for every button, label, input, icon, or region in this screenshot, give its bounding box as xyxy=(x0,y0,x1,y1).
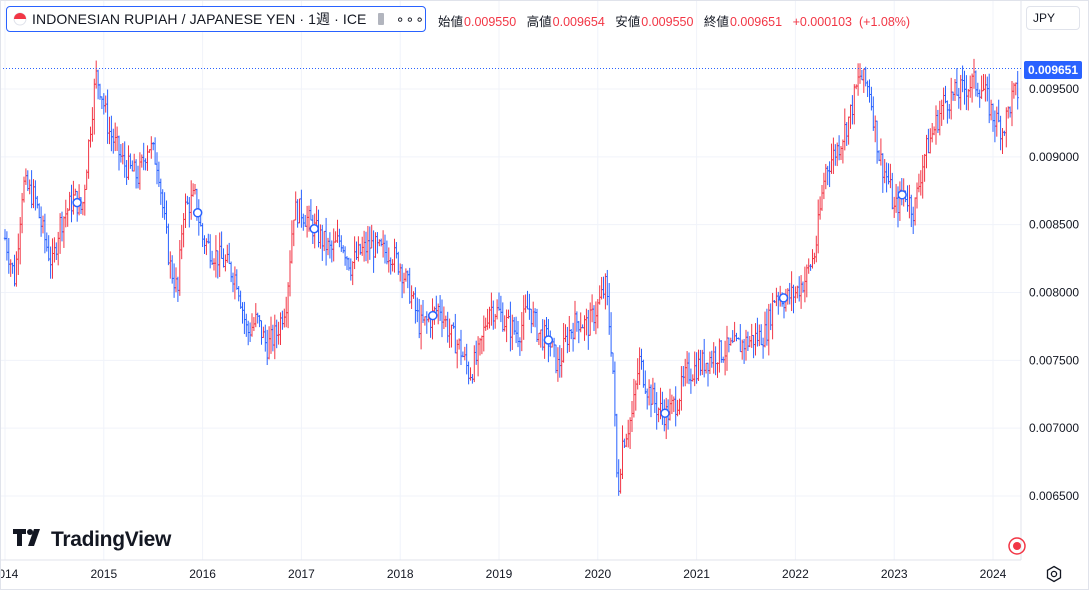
ohlc-bars xyxy=(3,58,1019,496)
x-tick-label: 2014 xyxy=(0,567,19,581)
settings-gear-icon[interactable] xyxy=(1045,565,1063,583)
event-marker xyxy=(428,310,438,321)
currency-selector[interactable]: JPY xyxy=(1026,6,1080,30)
separator-dot: · xyxy=(334,11,339,27)
x-tick-label: 2016 xyxy=(189,567,216,581)
symbol-name: INDONESIAN RUPIAH / JAPANESE YEN xyxy=(32,11,296,27)
open-label: 始値 xyxy=(438,15,464,29)
event-marker xyxy=(309,223,319,234)
open-value: 0.009550 xyxy=(464,15,517,29)
tradingview-logo-icon xyxy=(13,527,45,552)
y-tick-label: 0.009000 xyxy=(1029,150,1079,164)
event-marker xyxy=(778,293,789,303)
x-tick-label: 2020 xyxy=(584,567,611,581)
change-percent: (+1.08%) xyxy=(859,15,911,29)
x-tick-label: 2018 xyxy=(387,567,414,581)
change-value: +0.000103 xyxy=(792,15,852,29)
last-price-label: 0.009651 xyxy=(1024,61,1082,79)
y-tick-label: 0.006500 xyxy=(1029,489,1079,503)
ohlc-legend: 始値0.009550 高値0.009654 安値0.009550 終値0.009… xyxy=(438,11,917,30)
y-tick-label: 0.008000 xyxy=(1029,286,1079,300)
exchange-label: ICE xyxy=(342,11,367,27)
high-value: 0.009654 xyxy=(552,15,605,29)
market-status-icon xyxy=(378,13,384,25)
y-tick-label: 0.009500 xyxy=(1029,82,1079,96)
indonesia-flag-icon xyxy=(12,10,28,28)
logo-text: TradingView xyxy=(51,527,172,551)
event-marker xyxy=(72,197,82,208)
alert-marker-icon[interactable] xyxy=(1008,537,1026,555)
tradingview-logo[interactable]: TradingView xyxy=(13,527,171,552)
symbol-search-box[interactable]: INDONESIAN RUPIAH / JAPANESE YEN · 1週 · ICE … xyxy=(6,6,426,32)
x-tick-label: 2017 xyxy=(288,567,315,581)
x-tick-label: 2024 xyxy=(980,567,1007,581)
x-tick-label: 2022 xyxy=(782,567,809,581)
separator-dot: · xyxy=(299,11,305,27)
close-value: 0.009651 xyxy=(729,15,783,29)
x-tick-label: 2023 xyxy=(881,567,908,581)
y-tick-label: 0.008500 xyxy=(1029,218,1079,232)
high-label: 高値 xyxy=(526,15,552,29)
event-marker xyxy=(192,208,203,218)
y-tick-label: 0.007500 xyxy=(1029,353,1079,367)
x-tick-label: 2019 xyxy=(486,567,513,581)
more-options-button[interactable]: ∘∘∘ xyxy=(395,10,425,27)
event-marker xyxy=(543,335,554,345)
x-tick-label: 2015 xyxy=(90,567,117,581)
event-marker xyxy=(897,190,907,200)
close-label: 終値 xyxy=(703,15,729,29)
y-tick-label: 0.007000 xyxy=(1029,421,1079,435)
interval-label: 1週 xyxy=(308,11,331,27)
low-value: 0.009550 xyxy=(641,15,694,29)
low-label: 安値 xyxy=(615,15,641,29)
event-marker xyxy=(660,408,670,418)
x-tick-label: 2021 xyxy=(683,567,710,581)
